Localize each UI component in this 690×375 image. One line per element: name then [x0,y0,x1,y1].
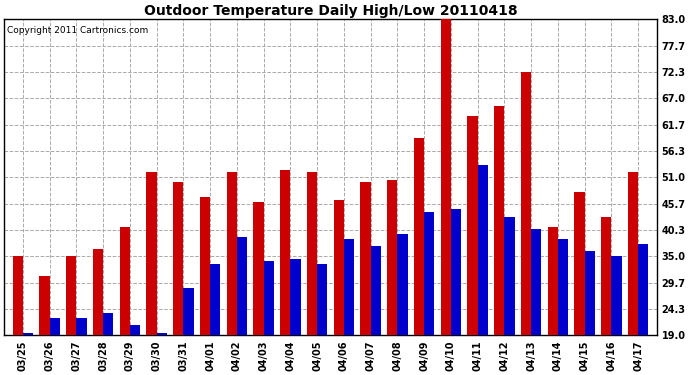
Bar [12,256,23,335]
Bar [93,249,103,335]
Bar [414,138,424,335]
Bar [548,227,558,335]
Bar [397,234,408,335]
Bar [611,256,622,335]
Bar [424,212,434,335]
Title: Outdoor Temperature Daily High/Low 20110418: Outdoor Temperature Daily High/Low 20110… [144,4,518,18]
Bar [531,229,541,335]
Bar [173,182,184,335]
Bar [77,318,86,335]
Bar [280,170,290,335]
Bar [264,261,274,335]
Bar [157,333,167,335]
Bar [120,227,130,335]
Bar [50,318,60,335]
Bar [210,264,220,335]
Bar [66,256,77,335]
Bar [441,20,451,335]
Bar [584,251,595,335]
Bar [307,172,317,335]
Bar [130,326,140,335]
Bar [360,182,371,335]
Bar [253,202,264,335]
Bar [200,197,210,335]
Bar [146,172,157,335]
Bar [504,217,515,335]
Bar [521,72,531,335]
Bar [628,172,638,335]
Bar [344,239,354,335]
Bar [477,165,488,335]
Bar [467,116,477,335]
Bar [227,172,237,335]
Bar [290,259,301,335]
Bar [601,217,611,335]
Bar [387,180,397,335]
Bar [39,276,50,335]
Bar [638,244,649,335]
Bar [184,288,194,335]
Bar [575,192,584,335]
Bar [317,264,327,335]
Bar [451,209,461,335]
Bar [371,246,381,335]
Bar [494,106,504,335]
Text: Copyright 2011 Cartronics.com: Copyright 2011 Cartronics.com [8,26,148,34]
Bar [334,200,344,335]
Bar [23,333,33,335]
Bar [237,237,247,335]
Bar [103,313,113,335]
Bar [558,239,568,335]
